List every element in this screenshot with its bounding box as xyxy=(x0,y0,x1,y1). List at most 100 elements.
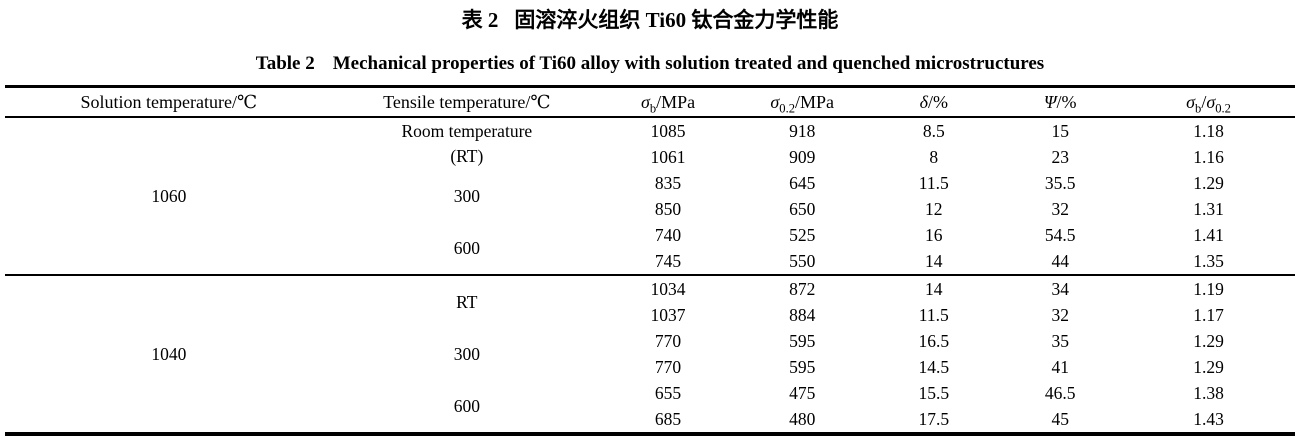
cell-sigma-02: 480 xyxy=(789,408,816,429)
table-row: 850 650 12 32 1.31 xyxy=(5,196,1295,222)
cell-delta: 8.5 xyxy=(922,120,945,141)
table-row: 300 835 645 11.5 35.5 1.29 xyxy=(5,170,1295,206)
col-header-delta: δ/% xyxy=(869,86,999,118)
cell-ratio: 1.43 xyxy=(1193,408,1224,429)
cell-delta: 15.5 xyxy=(918,382,950,403)
cell-sigma-02: 525 xyxy=(789,224,816,245)
cell-sigma-b: 655 xyxy=(654,382,682,403)
mechanical-properties-table: Solution temperature/℃ Tensile temperatu… xyxy=(5,85,1295,436)
cell-delta: 16 xyxy=(925,224,943,245)
col-header-tensile-temp: Tensile temperature/℃ xyxy=(332,86,601,118)
cell-sigma-02: 918 xyxy=(789,120,816,141)
table-row: 770 595 14.5 41 1.29 xyxy=(5,354,1295,380)
cell-sigma-b: 1034 xyxy=(600,274,736,302)
cell-sigma-02: 872 xyxy=(735,274,870,302)
cell-ratio: 1.35 xyxy=(1193,250,1224,271)
cell-solution-temp-1040: 1040 xyxy=(5,274,333,434)
header-row: Solution temperature/℃ Tensile temperatu… xyxy=(5,86,1295,118)
cell-ratio: 1.16 xyxy=(1193,146,1224,167)
cell-sigma-b: 1061 xyxy=(650,146,686,167)
cell-delta: 12 xyxy=(925,198,943,219)
cell-tensile-temp-rt: RT xyxy=(332,274,601,328)
table-row: 600 740 525 16 54.5 1.41 xyxy=(5,222,1295,258)
cell-sigma-02: 550 xyxy=(789,250,816,271)
delta-unit: /% xyxy=(927,91,948,112)
cell-solution-temp-1060: 1060 xyxy=(151,185,187,206)
cell-delta: 8 xyxy=(929,146,939,167)
ratio-sigma2-symbol: σ xyxy=(1206,91,1216,112)
cell-tensile-temp-600: 600 xyxy=(453,237,480,258)
cell-delta: 11.5 xyxy=(918,172,949,193)
cell-psi: 44 xyxy=(1051,250,1069,271)
sigma-b-symbol: σ xyxy=(640,91,650,112)
sigma-b-subscript: b xyxy=(649,101,657,116)
cell-sigma-b: 740 xyxy=(654,224,682,245)
cell-ratio: 1.17 xyxy=(1193,304,1224,325)
cell-sigma-02: 645 xyxy=(789,172,816,193)
cell-psi: 45 xyxy=(1051,408,1069,429)
cell-sigma-b: 850 xyxy=(654,198,682,219)
cell-delta: 11.5 xyxy=(918,304,949,325)
cell-sigma-b: 1085 xyxy=(650,120,686,141)
psi-symbol: Ψ xyxy=(1043,91,1057,112)
col-header-sigma-b: σb/MPa xyxy=(600,86,736,118)
cell-sigma-b: 770 xyxy=(654,356,682,377)
cell-sigma-02: 595 xyxy=(789,356,816,377)
cell-tensile-temp-300: 300 xyxy=(453,185,480,206)
cell-psi: 54.5 xyxy=(1044,224,1076,245)
cell-psi: 35 xyxy=(1051,330,1069,351)
col-header-sigma-02: σ0.2/MPa xyxy=(735,86,870,118)
tensile-temp-line: Room temperature xyxy=(401,121,533,141)
table-row: 1037 884 11.5 32 1.17 xyxy=(5,302,1295,328)
table-title-zh: 表 2 固溶淬火组织 Ti60 钛合金力学性能 xyxy=(5,8,1295,32)
cell-sigma-b: 835 xyxy=(654,172,682,193)
cell-sigma-b: 745 xyxy=(654,250,682,271)
cell-psi: 15 xyxy=(1051,120,1069,141)
cell-ratio: 1.41 xyxy=(1193,224,1224,245)
cell-ratio: 1.31 xyxy=(1193,198,1224,219)
cell-ratio: 1.38 xyxy=(1193,382,1224,403)
cell-delta: 14 xyxy=(869,274,999,302)
cell-sigma-02: 884 xyxy=(789,304,816,325)
cell-psi: 35.5 xyxy=(1044,172,1076,193)
table-row: 1060 Room temperature (RT) 1085 918 8.5 … xyxy=(5,117,1295,206)
table-title-en-label: Table 2 xyxy=(255,53,315,74)
col-header-solution-temp: Solution temperature/℃ xyxy=(5,86,333,118)
table-row: 685 480 17.5 45 1.43 xyxy=(5,406,1295,434)
table-row: 600 655 475 15.5 46.5 1.38 xyxy=(5,380,1295,416)
psi-unit: /% xyxy=(1056,91,1077,112)
sigma-02-symbol: σ xyxy=(770,91,780,112)
cell-tensile-temp-300: 300 xyxy=(453,343,480,364)
cell-tensile-temp-600: 600 xyxy=(453,395,480,416)
cell-psi: 23 xyxy=(1051,146,1069,167)
table-title-en-text: Mechanical properties of Ti60 alloy with… xyxy=(332,53,1045,74)
ratio-slash: / xyxy=(1201,91,1207,112)
cell-sigma-02: 650 xyxy=(789,198,816,219)
table-row: 1061 909 8 23 1.16 xyxy=(5,144,1295,170)
cell-psi: 41 xyxy=(1051,356,1069,377)
cell-ratio: 1.29 xyxy=(1193,356,1224,377)
cell-ratio: 1.29 xyxy=(1193,330,1224,351)
cell-sigma-b: 1037 xyxy=(650,304,686,325)
cell-sigma-b: 685 xyxy=(654,408,682,429)
cell-psi: 46.5 xyxy=(1044,382,1076,403)
cell-psi: 32 xyxy=(1051,304,1069,325)
cell-delta: 17.5 xyxy=(918,408,950,429)
cell-delta: 14.5 xyxy=(918,356,950,377)
cell-sigma-02: 909 xyxy=(789,146,816,167)
col-header-ratio: σb/σ0.2 xyxy=(1122,86,1295,118)
cell-psi: 34 xyxy=(998,274,1123,302)
col-header-psi: Ψ/% xyxy=(998,86,1123,118)
table-title-en: Table 2 Mechanical properties of Ti60 all… xyxy=(5,52,1295,76)
cell-sigma-b: 770 xyxy=(654,330,682,351)
cell-sigma-02: 475 xyxy=(789,382,816,403)
cell-delta: 14 xyxy=(925,250,943,271)
table-title-zh-text: 固溶淬火组织 Ti60 钛合金力学性能 xyxy=(514,8,839,32)
tensile-temp-line: (RT) xyxy=(450,146,484,166)
cell-ratio: 1.18 xyxy=(1193,120,1224,141)
table-row: 745 550 14 44 1.35 xyxy=(5,248,1295,275)
cell-psi: 32 xyxy=(1051,198,1069,219)
cell-delta: 16.5 xyxy=(918,330,950,351)
table-row: 300 770 595 16.5 35 1.29 xyxy=(5,328,1295,364)
